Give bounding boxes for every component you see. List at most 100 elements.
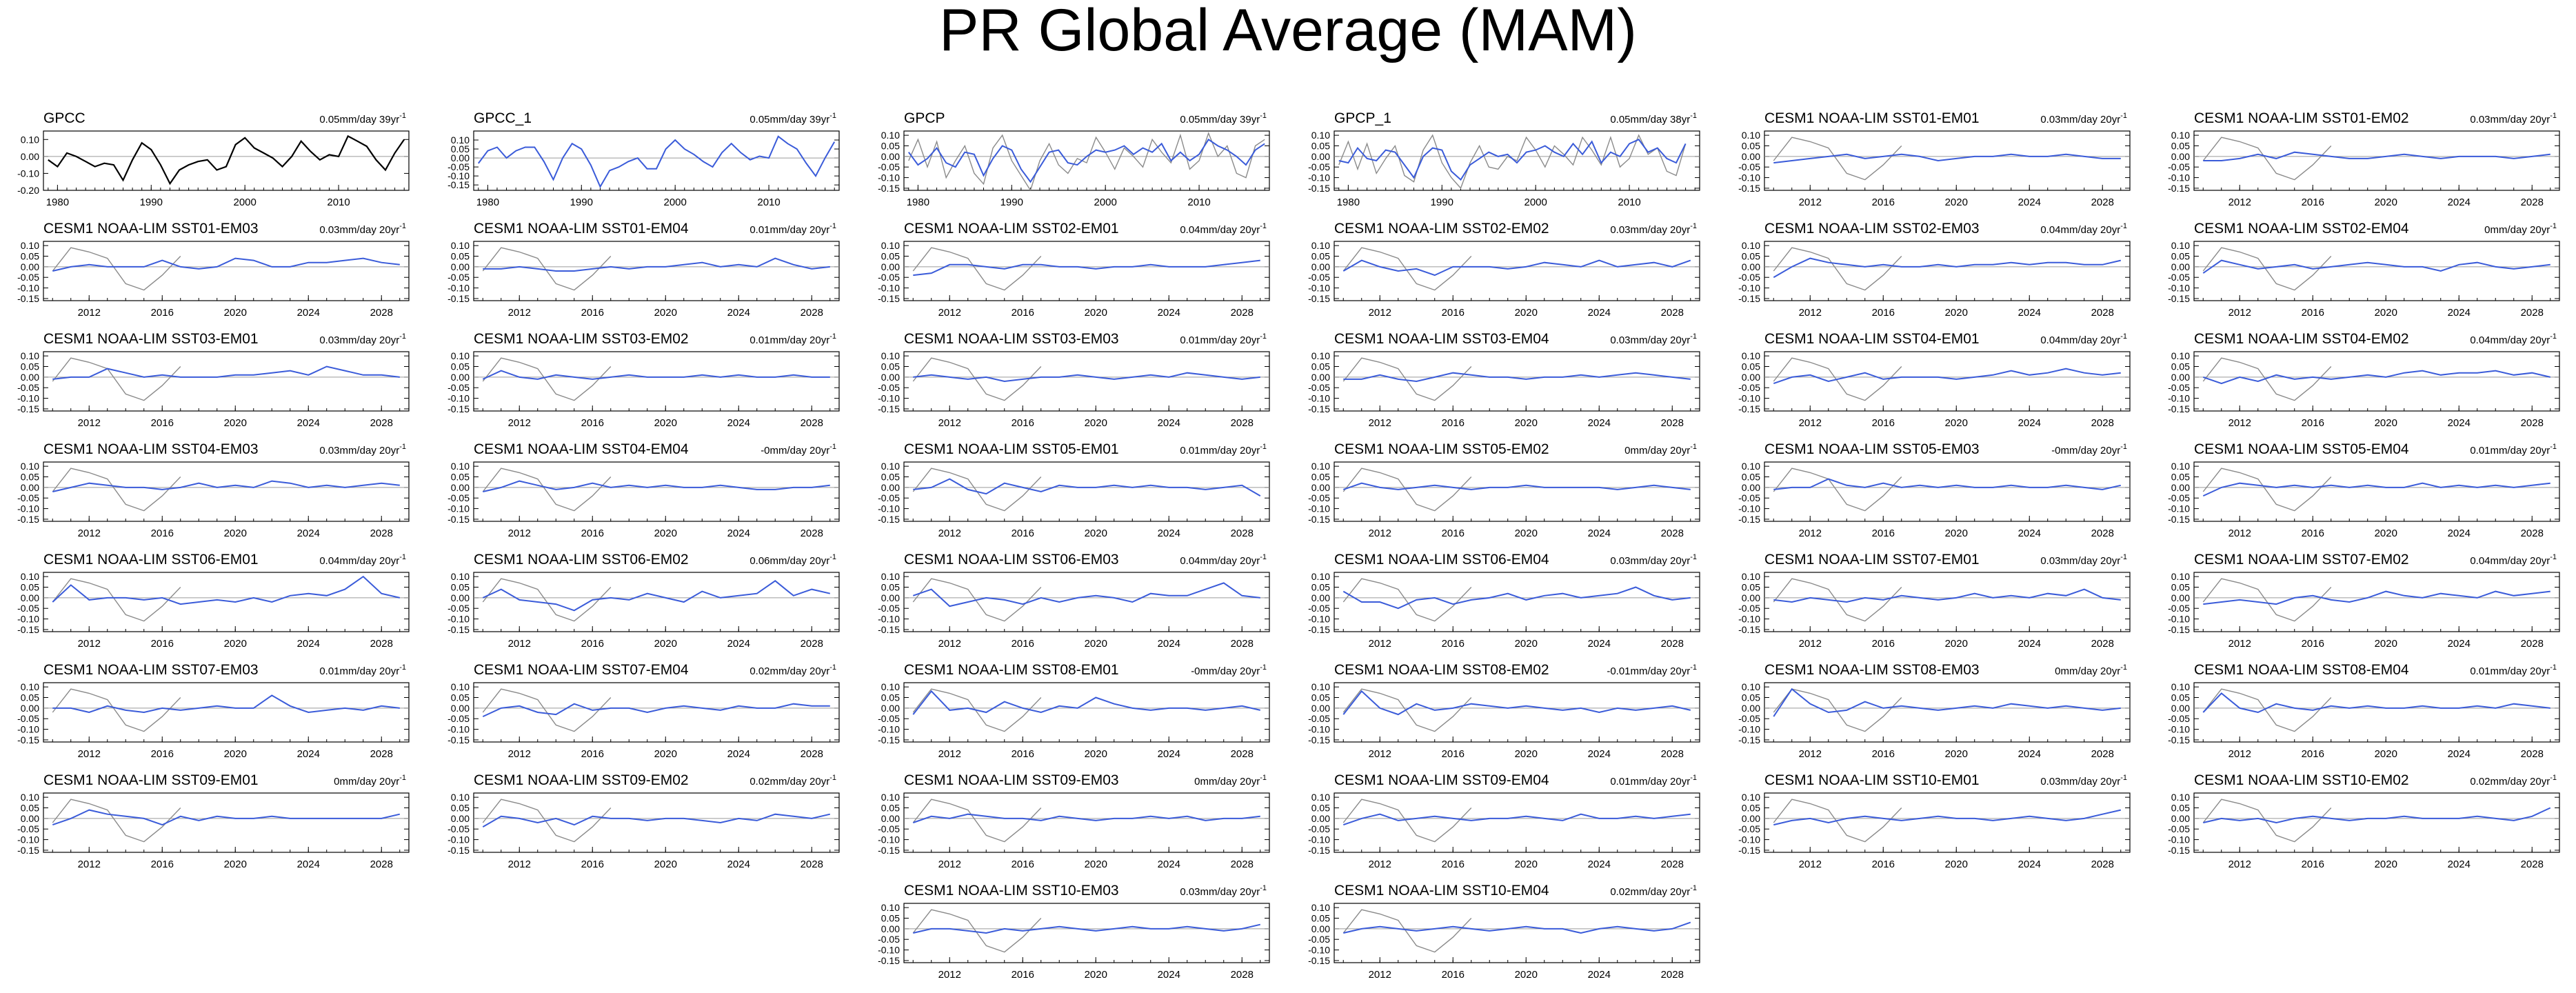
y-tick-label: 0.00	[1742, 151, 1760, 162]
x-tick-label: 2016	[2302, 307, 2324, 319]
panel-title: CESM1 NOAA-LIM SST02-EM03	[1764, 221, 1980, 237]
panel-title: CESM1 NOAA-LIM SST05-EM02	[1334, 441, 1549, 457]
panel-frame	[903, 682, 1270, 743]
series-line	[48, 134, 405, 185]
panel-frame	[43, 351, 410, 412]
y-tick-label: -0.10	[1738, 393, 1760, 404]
panel-trend: 0.01mm/day 20yr-1	[749, 332, 836, 346]
x-tick-label: 2012	[938, 859, 961, 870]
x-tick-label: 2016	[1012, 969, 1034, 981]
reference-line	[482, 578, 612, 622]
y-tick-label: -0.05	[1308, 823, 1330, 834]
panel-title: CESM1 NOAA-LIM SST04-EM03	[43, 441, 259, 457]
x-tick-label: 2016	[581, 417, 604, 429]
reference-line	[52, 799, 181, 843]
x-tick-label: 2012	[1369, 859, 1391, 870]
x-tick-label: 2028	[801, 638, 823, 650]
x-tick-label: 2000	[233, 197, 256, 208]
panel-frame	[1334, 241, 1700, 301]
x-tick-label: 2028	[2091, 197, 2114, 208]
x-tick-label: 2020	[224, 417, 247, 429]
y-tick-label: 0.00	[1742, 372, 1760, 383]
x-tick-label: 2020	[1945, 859, 1968, 870]
y-tick-label: -0.10	[1308, 724, 1330, 735]
x-tick-label: 2024	[1158, 417, 1180, 429]
x-tick-label: 2020	[1085, 307, 1107, 319]
reference-line	[482, 688, 612, 732]
panel-title: CESM1 NOAA-LIM SST08-EM02	[1334, 662, 1549, 678]
y-tick-label: 0.10	[1742, 350, 1760, 361]
y-tick-label: -0.05	[2168, 382, 2190, 393]
panel-title: CESM1 NOAA-LIM SST06-EM04	[1334, 552, 1549, 568]
panel-title: CESM1 NOAA-LIM SST08-EM01	[904, 662, 1119, 678]
chart-panel: CESM1 NOAA-LIM SST10-EM02 0.02mm/day 20yr…	[2168, 772, 2560, 870]
y-tick-label: -0.05	[1308, 272, 1330, 283]
panel-title: GPCC	[43, 110, 85, 126]
x-tick-label: 2028	[2091, 638, 2114, 650]
panel-title: CESM1 NOAA-LIM SST02-EM02	[1334, 221, 1549, 237]
x-tick-label: 2024	[1588, 528, 1611, 539]
panel-frame	[473, 572, 840, 632]
y-tick-label: -0.15	[1308, 183, 1330, 194]
x-tick-label: 2012	[508, 417, 531, 429]
panel-title: GPCC_1	[474, 110, 532, 126]
y-tick-label: -0.15	[447, 179, 470, 190]
series-line	[2202, 482, 2550, 497]
reference-line	[1773, 578, 1902, 622]
y-tick-label: 0.00	[1311, 372, 1330, 383]
y-tick-label: -0.10	[447, 170, 470, 181]
panel-frame	[473, 461, 840, 522]
panel-title: CESM1 NOAA-LIM SST10-EM03	[904, 883, 1119, 899]
y-tick-label: -0.10	[2168, 834, 2190, 845]
y-tick-label: -0.05	[1738, 272, 1760, 283]
panel-title: CESM1 NOAA-LIM SST07-EM01	[1764, 552, 1980, 568]
panel-frame	[1764, 682, 2131, 743]
y-tick-label: 0.10	[451, 792, 470, 803]
x-tick-label: 2024	[2448, 197, 2471, 208]
y-tick-label: -0.15	[2168, 734, 2190, 745]
series-line	[912, 582, 1260, 608]
x-tick-label: 2012	[1369, 417, 1391, 429]
x-tick-label: 2012	[1369, 528, 1391, 539]
y-tick-label: 0.05	[881, 692, 900, 703]
y-tick-label: -0.05	[878, 492, 900, 503]
y-tick-label: -0.05	[1308, 603, 1330, 614]
panel-trend: 0.01mm/day 20yr-1	[1610, 774, 1697, 788]
x-tick-label: 2024	[1588, 748, 1611, 760]
y-tick-label: 0.00	[451, 482, 470, 493]
y-tick-label: -0.15	[17, 514, 39, 525]
y-tick-label: 0.05	[1311, 361, 1330, 372]
chart-panel: GPCC_1 0.05mm/day 39yr-1 0.100.050.00-0.05…	[447, 110, 840, 208]
x-tick-label: 2016	[1012, 417, 1034, 429]
x-tick-label: 2020	[1515, 969, 1538, 981]
chart-panel: CESM1 NOAA-LIM SST10-EM04 0.02mm/day 20yr…	[1308, 883, 1700, 981]
panel-title: GPCP	[904, 110, 945, 126]
y-tick-label: -0.10	[878, 614, 900, 625]
y-tick-label: 0.10	[1311, 130, 1330, 141]
y-tick-label: -0.15	[2168, 403, 2190, 414]
y-tick-label: 0.10	[1742, 461, 1760, 472]
panel-trend: 0.02mm/day 20yr-1	[749, 663, 836, 677]
panel-trend: 0mm/day 20yr-1	[1624, 443, 1697, 457]
x-tick-label: 2028	[2521, 417, 2544, 429]
y-tick-label: 0.00	[1311, 703, 1330, 714]
y-tick-label: -0.05	[1738, 492, 1760, 503]
x-tick-label: 2020	[2375, 748, 2397, 760]
y-tick-label: -0.10	[447, 614, 470, 625]
y-tick-label: 0.00	[1742, 592, 1760, 603]
reference-line	[2202, 578, 2332, 622]
y-tick-label: 0.05	[1742, 692, 1760, 703]
x-tick-label: 2028	[2521, 638, 2544, 650]
panel-trend: 0.04mm/day 20yr-1	[2040, 222, 2127, 236]
x-tick-label: 2020	[1945, 307, 1968, 319]
y-tick-label: 0.00	[451, 592, 470, 603]
y-tick-label: 0.10	[1311, 681, 1330, 692]
y-tick-label: -0.15	[878, 845, 900, 856]
series-line	[1342, 259, 1691, 277]
y-tick-label: 0.05	[1742, 472, 1760, 483]
panel-trend: 0.01mm/day 20yr-1	[1180, 332, 1267, 346]
y-tick-label: 0.05	[1742, 361, 1760, 372]
x-tick-label: 2028	[2091, 748, 2114, 760]
panel-frame	[903, 241, 1270, 301]
x-tick-label: 2012	[508, 638, 531, 650]
